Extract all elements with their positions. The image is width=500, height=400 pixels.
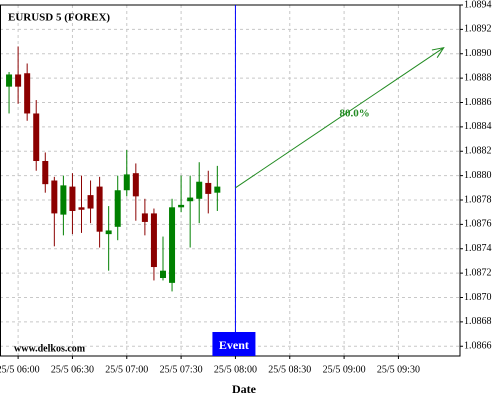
- chart-title: EURUSD 5 (FOREX): [8, 12, 110, 24]
- y-tick-label: 1.0892: [464, 24, 492, 35]
- candle-body: [24, 73, 31, 114]
- x-tick-label: 25/5 09:00: [323, 364, 366, 375]
- x-tick-label: 25/5 06:00: [0, 364, 40, 375]
- y-tick-label: 1.0874: [464, 243, 492, 254]
- candle-body: [214, 186, 221, 193]
- arrow-label: 80.0%: [339, 107, 369, 119]
- candle-body: [196, 181, 203, 199]
- event-label: Event: [219, 338, 249, 352]
- x-axis-title: Date: [232, 382, 257, 396]
- x-tick-label: 25/5 06:30: [51, 364, 94, 375]
- y-tick-label: 1.0872: [464, 267, 492, 278]
- candle-body: [123, 174, 130, 191]
- candle-body: [78, 207, 85, 210]
- y-tick-label: 1.0876: [464, 219, 492, 230]
- x-tick-label: 25/5 08:30: [268, 364, 311, 375]
- y-tick-label: 1.0890: [464, 48, 492, 59]
- event-box: [212, 332, 256, 356]
- candle-body: [96, 186, 103, 232]
- arrow-head: [431, 46, 445, 58]
- candle-body: [60, 185, 67, 215]
- y-tick-label: 1.0870: [464, 292, 492, 303]
- plot: 1.0866 1.0868 1.0870 1.0872 1.0874 1.0876 1.08…: [0, 0, 492, 375]
- candle-body: [159, 270, 166, 278]
- candle-body: [87, 195, 94, 209]
- candle-body: [178, 204, 185, 208]
- y-tick-label: 1.0878: [464, 194, 492, 205]
- candle-body: [187, 197, 194, 202]
- candle-body: [169, 207, 176, 283]
- candle-body: [6, 74, 13, 87]
- candle-body: [33, 113, 40, 161]
- watermark: www.delkos.com: [14, 343, 86, 354]
- candle-body: [141, 213, 148, 222]
- candle-body: [69, 186, 76, 211]
- x-tick-label: 25/5 09:30: [377, 364, 420, 375]
- candle-body: [42, 161, 49, 185]
- candle-body: [105, 230, 112, 235]
- y-tick-label: 1.0868: [464, 316, 492, 327]
- x-tick-label: 25/5 07:00: [105, 364, 148, 375]
- y-tick-label: 1.0882: [464, 146, 492, 157]
- candle-body: [150, 213, 157, 268]
- candle-body: [205, 182, 212, 194]
- y-tick-label: 1.0894: [464, 0, 492, 10]
- candle-body: [15, 74, 22, 87]
- x-tick-label: 25/5 07:30: [160, 364, 203, 375]
- candle-body: [51, 180, 58, 214]
- arrow-line: [235, 47, 444, 189]
- y-tick-label: 1.0888: [464, 72, 492, 83]
- y-tick-label: 1.0886: [464, 97, 492, 108]
- y-tick-label: 1.0866: [464, 341, 492, 352]
- y-tick-label: 1.0884: [464, 121, 492, 132]
- y-tick-label: 1.0880: [464, 170, 492, 181]
- candle-body: [132, 173, 139, 197]
- candle-body: [114, 190, 121, 227]
- x-tick-label: 25/5 08:00: [214, 364, 257, 375]
